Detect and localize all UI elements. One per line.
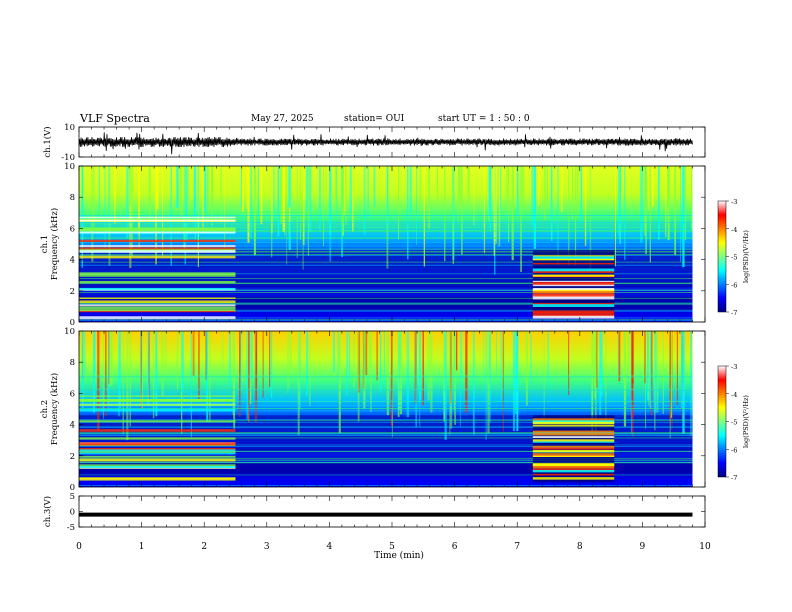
ch3-axis-label: ch.3(V) — [42, 496, 53, 527]
colorbar-tick-label: -4 — [731, 391, 737, 399]
x-tick-label: 10 — [699, 542, 711, 552]
ch1-frequency-axis-label: Frequency (kHz) — [49, 208, 60, 280]
colorbar-ch2 — [718, 366, 726, 477]
spectrogram-ch2 — [79, 331, 692, 487]
ch1-waveform-trace — [79, 132, 692, 154]
y-tick-label: 0 — [70, 508, 75, 518]
y-tick-label: 6 — [70, 389, 75, 399]
y-tick-label: -5 — [67, 523, 75, 533]
colorbar-tick-label: -6 — [731, 446, 737, 454]
y-tick-label: 10 — [64, 123, 75, 133]
y-tick-label: 10 — [64, 162, 75, 172]
y-tick-label: 5 — [70, 492, 75, 502]
ch1-channel-label: ch.1 — [40, 235, 50, 253]
x-tick-label: 2 — [201, 542, 207, 552]
y-tick-label: 2 — [70, 287, 75, 297]
colorbar-tick-label: -5 — [731, 419, 737, 427]
colorbar-tick-label: -3 — [731, 363, 737, 371]
x-tick-label: 3 — [264, 542, 270, 552]
spectrogram-ch1 — [79, 166, 692, 322]
colorbar-ch1 — [718, 201, 726, 312]
y-tick-label: 10 — [64, 327, 75, 337]
colorbar-tick-label: -3 — [731, 198, 737, 206]
y-tick-label: 8 — [70, 193, 75, 203]
x-tick-label: 6 — [452, 542, 458, 552]
colorbar-tick-label: -7 — [731, 309, 737, 317]
y-tick-label: 8 — [70, 358, 75, 368]
y-tick-label: 2 — [70, 452, 75, 462]
colorbar-label-ch1: log(PSD)(V²/Hz) — [742, 230, 750, 283]
y-tick-label: 6 — [70, 224, 75, 234]
y-tick-label: 4 — [70, 421, 75, 431]
x-tick-label: 1 — [139, 542, 145, 552]
ch2-frequency-axis-label: Frequency (kHz) — [49, 373, 60, 445]
colorbar-tick-label: -6 — [731, 281, 737, 289]
x-axis-label: Time (min) — [374, 550, 424, 561]
x-tick-label: 7 — [514, 542, 520, 552]
colorbar-tick-label: -5 — [731, 254, 737, 262]
ch1-axis-label: ch.1(V) — [42, 126, 53, 157]
x-tick-label: 0 — [76, 542, 82, 552]
ch2-channel-label: ch.2 — [40, 400, 50, 418]
x-tick-label: 9 — [640, 542, 646, 552]
x-tick-label: 8 — [577, 542, 583, 552]
x-tick-label: 4 — [327, 542, 333, 552]
colorbar-tick-label: -4 — [731, 226, 737, 234]
y-tick-label: 4 — [70, 256, 75, 266]
colorbar-tick-label: -7 — [731, 474, 737, 482]
colorbar-label-ch2: log(PSD)(V²/Hz) — [742, 395, 750, 448]
